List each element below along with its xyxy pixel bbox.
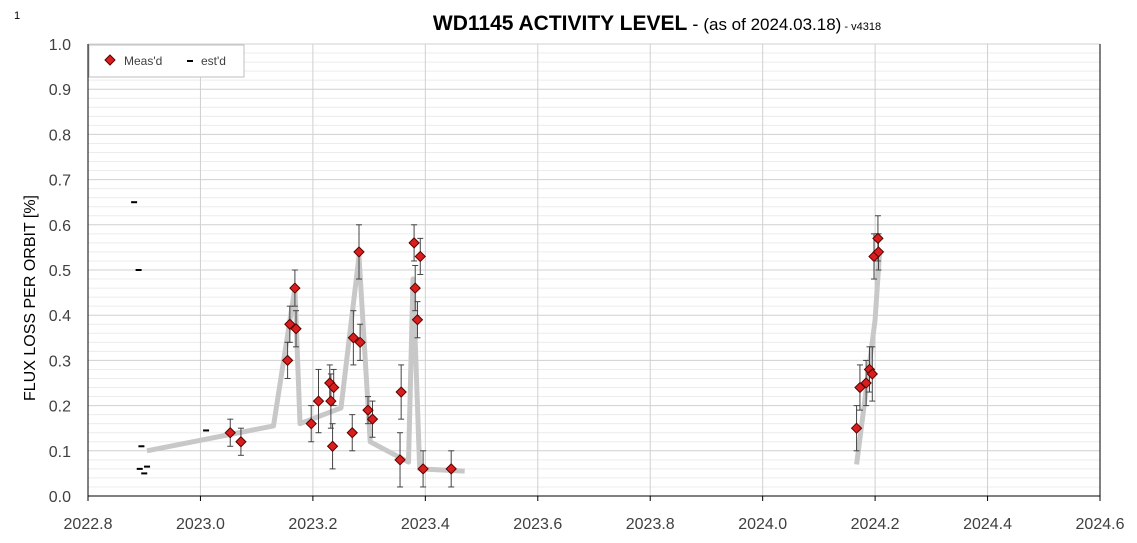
y-tick-label: 0.9 xyxy=(49,82,71,99)
y-axis-title: FLUX LOSS PER ORBIT [%] xyxy=(22,195,39,401)
measured-markers xyxy=(224,232,885,475)
measured-point xyxy=(224,427,236,439)
measured-point xyxy=(445,463,457,475)
chart-title-main: WD1145 ACTIVITY LEVEL xyxy=(433,12,688,35)
measured-point xyxy=(347,332,360,344)
trend-line xyxy=(854,251,883,465)
x-tick-label: 2023.0 xyxy=(176,516,225,533)
measured-point xyxy=(872,246,885,258)
measured-point xyxy=(408,237,420,249)
measured-point xyxy=(366,413,379,425)
measured-point xyxy=(417,463,429,475)
x-tick-label: 2023.4 xyxy=(401,516,450,533)
measured-point xyxy=(411,314,424,326)
legend-label-estimated: est'd xyxy=(201,54,226,68)
measured-point xyxy=(346,427,358,439)
measured-point xyxy=(327,381,340,394)
page-number: 1 xyxy=(14,10,20,22)
y-tick-label: 0.7 xyxy=(49,173,71,190)
measured-point xyxy=(290,323,302,335)
measured-point xyxy=(872,232,884,245)
trend-lines xyxy=(146,251,883,474)
y-tick-labels: 0.0 0.1 0.2 0.3 0.4 0.5 0.6 0.7 0.8 0.9 1.0 xyxy=(49,37,71,506)
measured-point xyxy=(281,354,294,367)
measured-point xyxy=(235,436,247,448)
chart-title-version: - v4318 xyxy=(841,21,881,33)
measured-point xyxy=(394,454,406,466)
measured-point xyxy=(414,250,426,263)
y-tick-label: 0.0 xyxy=(49,489,71,506)
y-tick-label: 0.4 xyxy=(49,308,71,325)
chart-title-date: (as of 2024.03.18) xyxy=(703,15,841,34)
y-tick-label: 1.0 xyxy=(49,37,71,54)
x-tick-label: 2024.4 xyxy=(963,516,1012,533)
measured-point xyxy=(362,404,374,416)
measured-point xyxy=(354,336,366,349)
measured-point xyxy=(289,282,301,294)
x-tick-labels: 2022.8 2023.0 2023.2 2023.4 2023.6 2023.8 2024… xyxy=(64,516,1125,533)
legend-diamond-icon xyxy=(104,54,116,66)
axes xyxy=(87,44,1101,501)
measured-point xyxy=(395,386,407,398)
x-tick-label: 2023.8 xyxy=(626,516,675,533)
chart-title: WD1145 ACTIVITY LEVEL - (as of 2024.03.1… xyxy=(433,12,881,35)
x-tick-label: 2023.2 xyxy=(288,516,337,533)
legend-box xyxy=(88,44,245,78)
y-tick-label: 0.3 xyxy=(49,353,71,370)
x-tick-label: 2024.0 xyxy=(738,516,787,533)
measured-point xyxy=(353,246,365,258)
y-tick-label: 0.2 xyxy=(49,399,71,416)
y-tick-label: 0.5 xyxy=(49,263,71,280)
x-tick-label: 2022.8 xyxy=(64,516,113,533)
y-tick-label: 0.1 xyxy=(49,444,71,461)
measured-point xyxy=(325,395,337,407)
x-tick-label: 2024.2 xyxy=(851,516,900,533)
x-tick-label: 2024.6 xyxy=(1076,516,1125,533)
measured-point xyxy=(860,377,872,389)
chart-title-dash: - xyxy=(687,14,703,34)
y-tick-label: 0.8 xyxy=(49,127,71,144)
x-tick-label: 2023.6 xyxy=(513,516,562,533)
measured-point xyxy=(850,422,863,434)
measured-point xyxy=(866,368,879,380)
measured-point xyxy=(305,417,317,430)
measured-point xyxy=(326,440,339,452)
legend: Meas'd est'd xyxy=(88,44,245,78)
measured-point xyxy=(284,318,296,330)
measured-point xyxy=(312,395,325,407)
legend-label-measured: Meas'd xyxy=(124,54,162,68)
estimated-markers xyxy=(131,201,210,475)
measured-point xyxy=(409,282,421,294)
grid xyxy=(88,43,1101,497)
y-tick-label: 0.6 xyxy=(49,218,71,235)
